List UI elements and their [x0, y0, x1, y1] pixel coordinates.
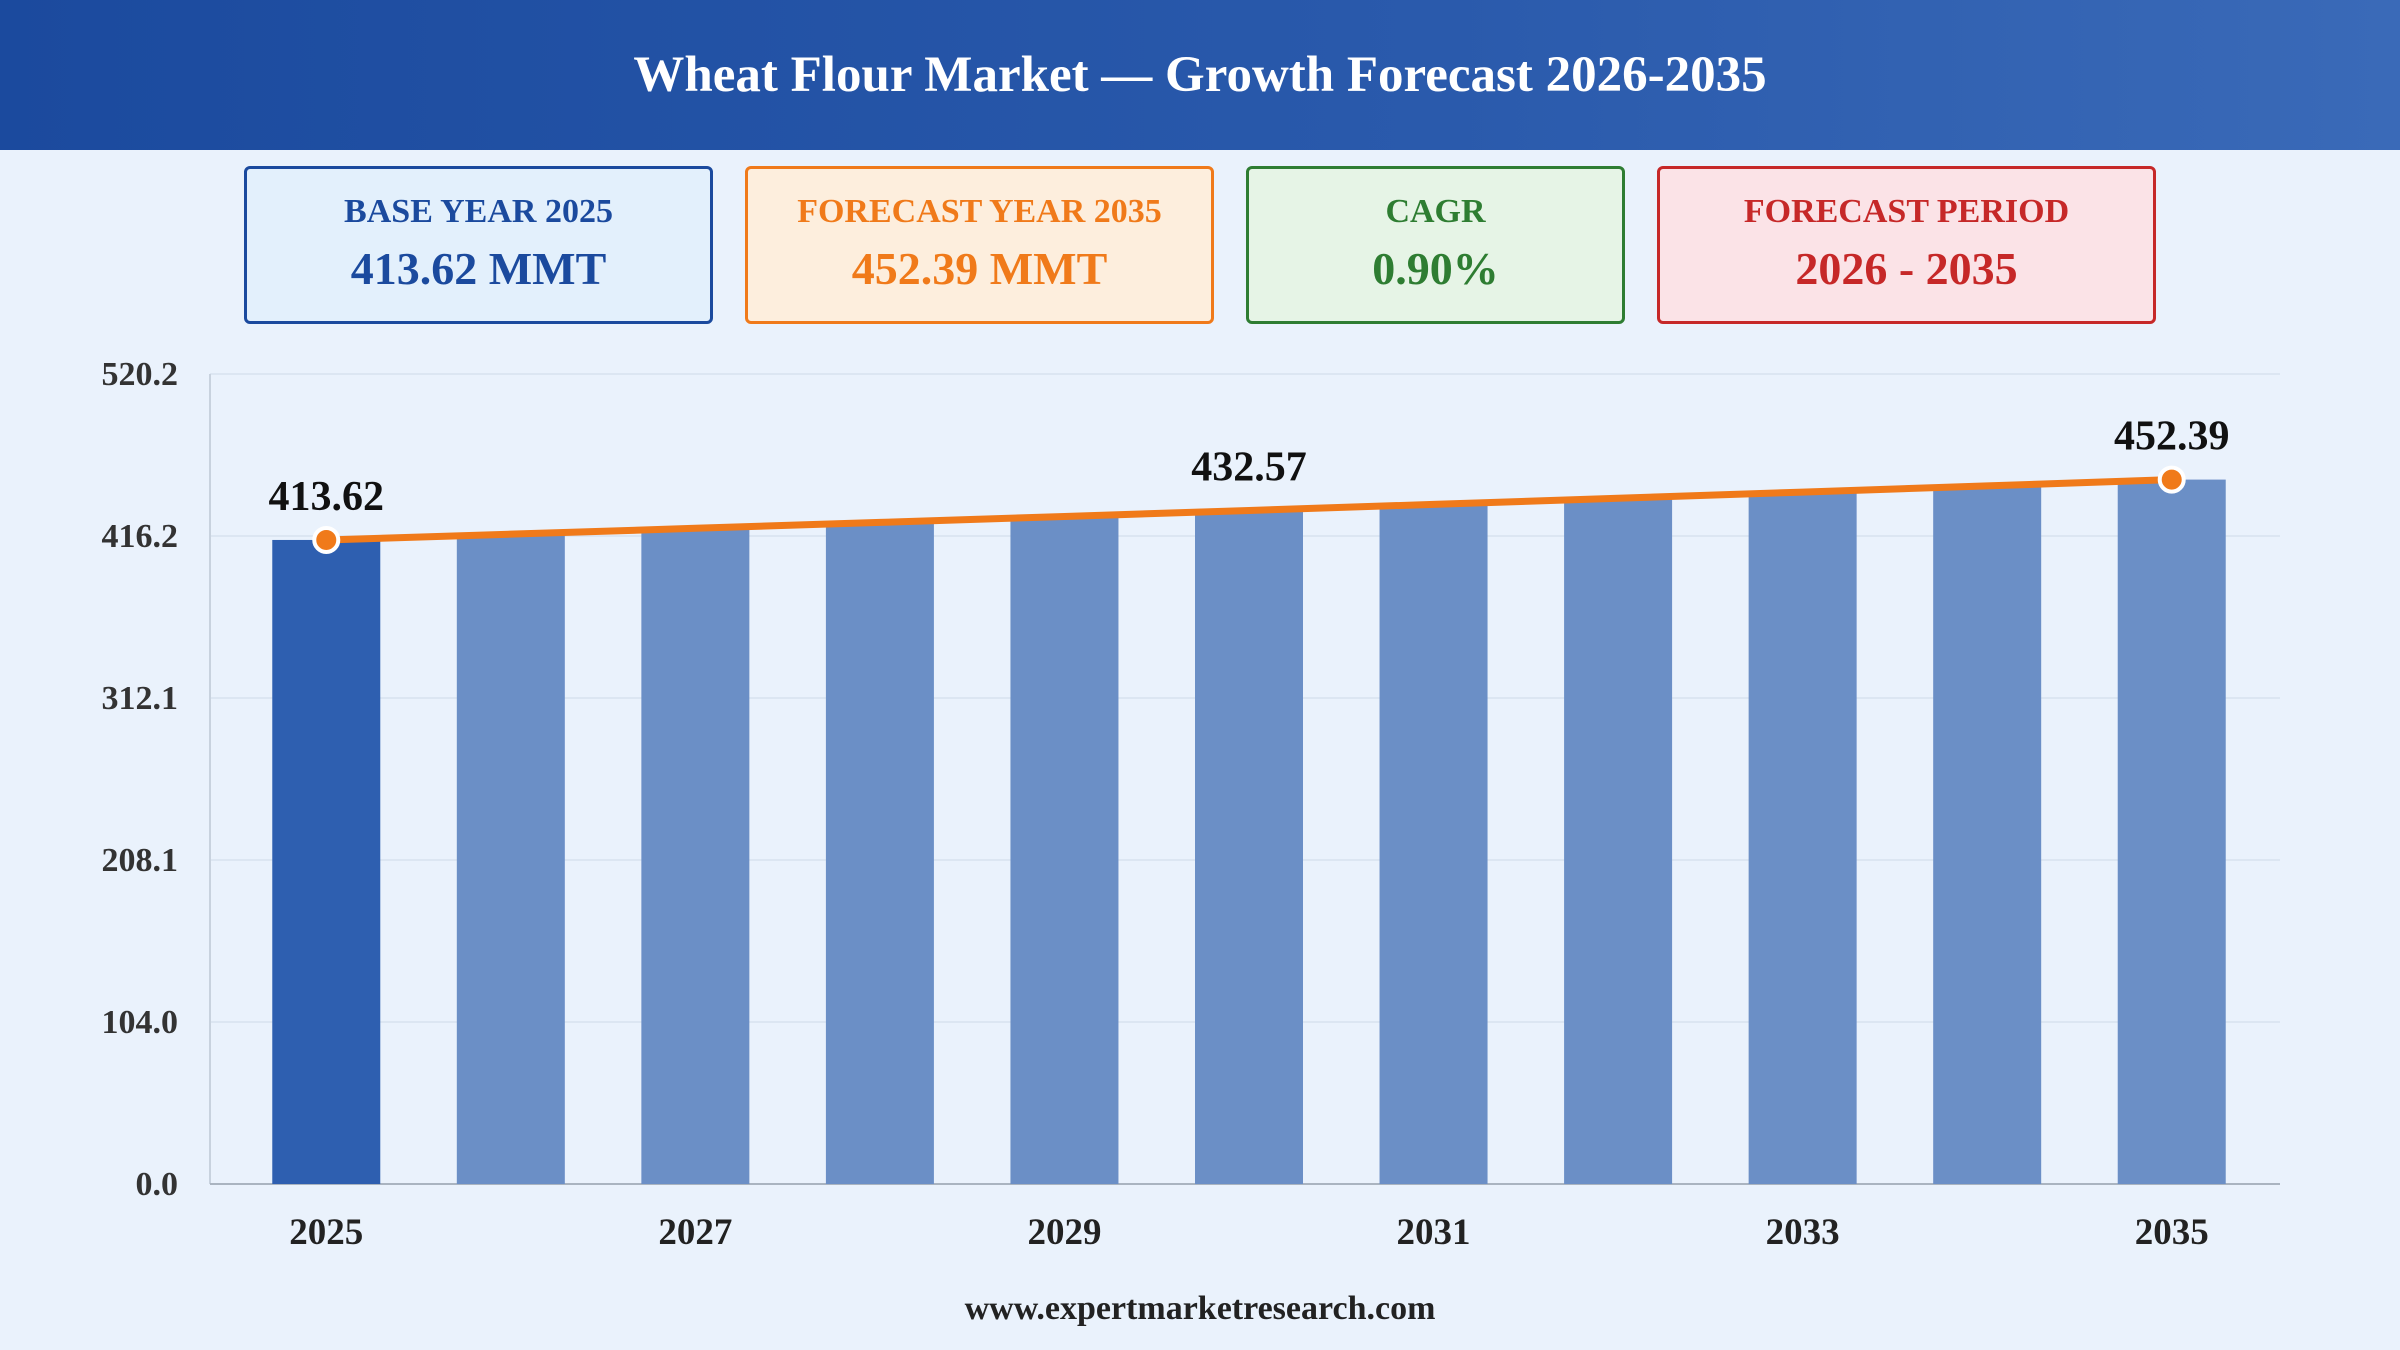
bar: [2117, 479, 2226, 1184]
x-tick-label: 2027: [658, 1212, 732, 1253]
cagr-label: CAGR: [1385, 192, 1486, 230]
chart-title: Wheat Flour Market — Growth Forecast 202…: [633, 47, 1767, 103]
forecast-period-label: FORECAST PERIOD: [1743, 192, 2070, 230]
data-label: 432.57: [1191, 444, 1307, 490]
y-tick-label: 0.0: [136, 1166, 179, 1203]
x-tick-label: 2029: [1027, 1212, 1101, 1253]
trend-marker: [312, 525, 341, 554]
forecast-period-card: FORECAST PERIOD 2026 - 2035: [1657, 166, 2156, 324]
forecast-year-value: 452.39 MMT: [851, 242, 1108, 294]
y-tick-label: 416.2: [102, 518, 179, 555]
bar: [1195, 510, 1303, 1184]
y-tick-label: 520.2: [102, 356, 179, 393]
base-year-value: 413.62 MMT: [350, 242, 607, 294]
y-tick-label: 104.0: [102, 1004, 179, 1041]
forecast-year-card: FORECAST YEAR 2035 452.39 MMT: [745, 166, 1214, 324]
trend-line: [322, 476, 2176, 544]
footer-url: www.expertmarketresearch.com: [964, 1290, 1436, 1327]
bar: [1564, 498, 1673, 1185]
forecast-year-label: FORECAST YEAR 2035: [797, 192, 1162, 230]
bar: [1748, 492, 1857, 1184]
bar: [456, 534, 565, 1184]
bar: [1933, 485, 2042, 1184]
x-tick-label: 2031: [1397, 1212, 1471, 1253]
data-label: 413.62: [269, 474, 385, 520]
data-label: 452.39: [2114, 414, 2230, 460]
cagr-card: CAGR 0.90%: [1246, 166, 1625, 324]
bar: [1010, 516, 1119, 1184]
header-bar: Wheat Flour Market — Growth Forecast 202…: [0, 0, 2400, 150]
bar: [1379, 504, 1488, 1184]
base-year-label: BASE YEAR 2025: [344, 192, 613, 230]
bar: [272, 539, 381, 1184]
bar: [825, 522, 934, 1184]
base-year-card: BASE YEAR 2025 413.62 MMT: [244, 166, 713, 324]
x-tick-label: 2033: [1766, 1212, 1840, 1253]
forecast-period-value: 2026 - 2035: [1795, 242, 2018, 294]
x-tick-label: 2025: [289, 1212, 363, 1253]
cagr-value: 0.90%: [1372, 242, 1499, 294]
y-tick-label: 208.1: [102, 842, 179, 879]
x-tick-label: 2035: [2135, 1212, 2209, 1253]
trend-marker: [2157, 465, 2186, 494]
y-tick-label: 312.1: [102, 680, 179, 717]
bar: [641, 528, 750, 1184]
